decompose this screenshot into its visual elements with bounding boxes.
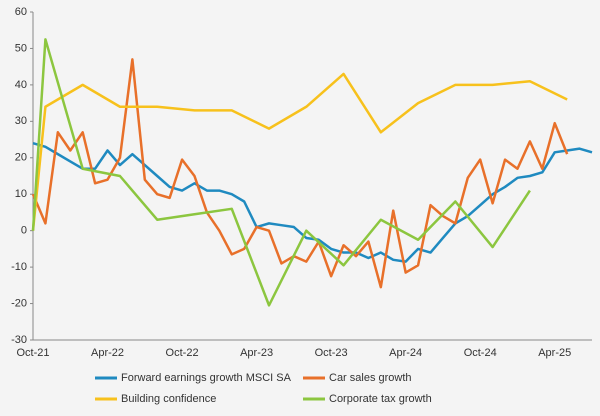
legend-label: Building confidence (121, 393, 216, 405)
y-tick-label: 0 (21, 225, 27, 237)
y-tick-label: 30 (15, 115, 27, 127)
x-tick-label: Apr-25 (538, 347, 571, 359)
y-tick-label: 40 (15, 79, 27, 91)
y-tick-label: 60 (15, 6, 27, 18)
x-tick-label: Oct-21 (16, 347, 49, 359)
y-tick-label: -10 (11, 261, 27, 273)
x-tick-label: Apr-23 (240, 347, 273, 359)
x-tick-label: Apr-24 (389, 347, 422, 359)
x-tick-label: Apr-22 (91, 347, 124, 359)
x-tick-label: Oct-24 (464, 347, 497, 359)
y-tick-label: -30 (11, 334, 27, 346)
y-tick-label: 50 (15, 42, 27, 54)
series-line (31, 58, 569, 289)
y-tick-label: -20 (11, 297, 27, 309)
legend-label: Forward earnings growth MSCI SA (121, 372, 292, 384)
x-tick-label: Oct-22 (166, 347, 199, 359)
series-line (31, 38, 531, 307)
series-line (31, 72, 568, 231)
y-tick-label: 10 (15, 188, 27, 200)
legend-label: Corporate tax growth (329, 393, 432, 405)
x-tick-label: Oct-23 (315, 347, 348, 359)
y-tick-label: 20 (15, 152, 27, 164)
series-line (32, 142, 593, 263)
legend-label: Car sales growth (329, 372, 412, 384)
